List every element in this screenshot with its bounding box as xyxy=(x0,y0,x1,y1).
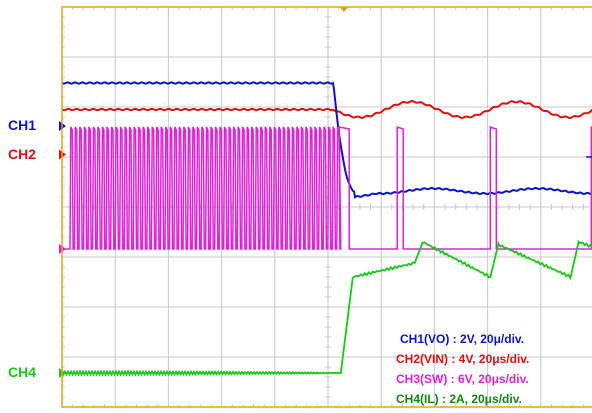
legend-ch3: CH3(SW) : 6V, 20μs/div. xyxy=(396,372,529,386)
trace-ch1 xyxy=(61,81,592,199)
plot-frame xyxy=(61,6,592,408)
channel-label-ch2: CH2 xyxy=(8,145,37,162)
channel-label-ch1: CH1 xyxy=(8,117,37,133)
legend-ch2: CH2(VIN) : 4V, 20μs/div. xyxy=(396,352,530,366)
trace-ch3 xyxy=(62,125,592,250)
legend-ch4: CH4(IL) : 2A, 20μs/div. xyxy=(396,392,522,406)
channel-label-ch4: CH4 xyxy=(8,364,37,380)
trace-ch2 xyxy=(61,99,592,120)
trace-ch4 xyxy=(61,239,592,377)
waveforms xyxy=(61,81,592,377)
legend-ch1: CH1(VO) : 2V, 20μ/div. xyxy=(400,332,525,346)
grid xyxy=(61,6,592,408)
trigger-marker xyxy=(339,7,348,12)
